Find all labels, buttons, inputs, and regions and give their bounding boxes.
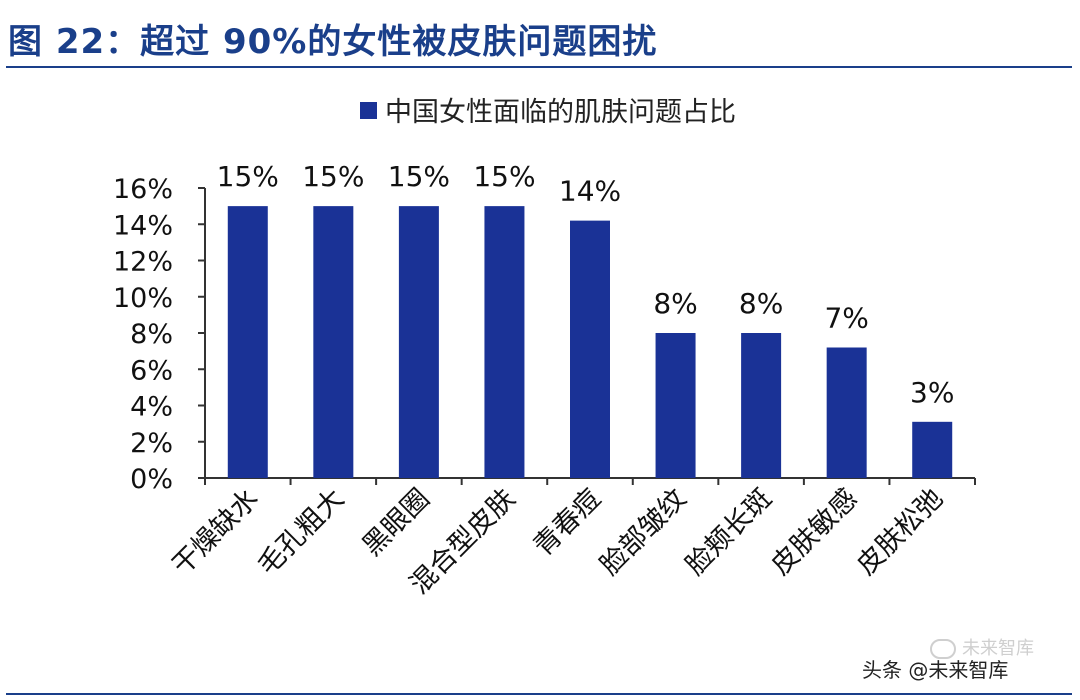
y-tick-label: 10% [113,283,173,314]
x-tick-label: 皮肤敏感 [765,483,863,581]
legend-label: 中国女性面临的肌肤问题占比 [385,97,736,128]
data-label: 15% [473,160,535,193]
wechat-icon [930,639,956,659]
data-label: 7% [824,302,868,335]
x-tick-label: 青春痘 [528,483,607,562]
bar [826,347,867,478]
bar [741,333,782,478]
data-label: 3% [910,376,954,409]
data-label: 8% [653,287,697,320]
y-tick-label: 16% [113,174,173,205]
data-label: 15% [217,160,279,193]
y-tick-label: 6% [130,355,173,386]
source-watermark: 头条 @未来智库 [862,658,1009,682]
y-tick-label: 2% [130,428,173,459]
bar [484,206,525,478]
legend-swatch [360,102,377,119]
x-tick-label: 脸部皱纹 [594,483,692,581]
y-tick-label: 0% [130,464,173,495]
bar [655,333,696,478]
wechat-watermark: 未来智库 [930,634,1034,660]
y-tick-label: 14% [113,210,173,241]
data-label: 8% [739,287,783,320]
x-tick-label: 干燥缺水 [166,483,264,581]
data-label: 14% [559,175,621,208]
bar [912,421,953,478]
y-tick-label: 8% [130,319,173,350]
bar [313,206,354,478]
data-label: 15% [302,160,364,193]
y-tick-label: 4% [130,392,173,423]
title-divider [6,66,1072,68]
y-tick-label: 12% [113,247,173,278]
figure-title: 图 22：超过 90%的女性被皮肤问题困扰 [8,22,658,62]
bar [398,206,439,478]
bar [570,220,610,478]
wechat-watermark-text: 未来智库 [962,638,1034,659]
bar [227,206,268,478]
x-tick-label: 黑眼圈 [357,483,436,562]
x-tick-label: 脸颊长斑 [680,483,778,581]
bottom-divider [6,693,1072,695]
data-label: 15% [388,160,450,193]
x-tick-label: 皮肤松弛 [851,483,949,581]
x-tick-label: 毛孔粗大 [252,483,350,581]
